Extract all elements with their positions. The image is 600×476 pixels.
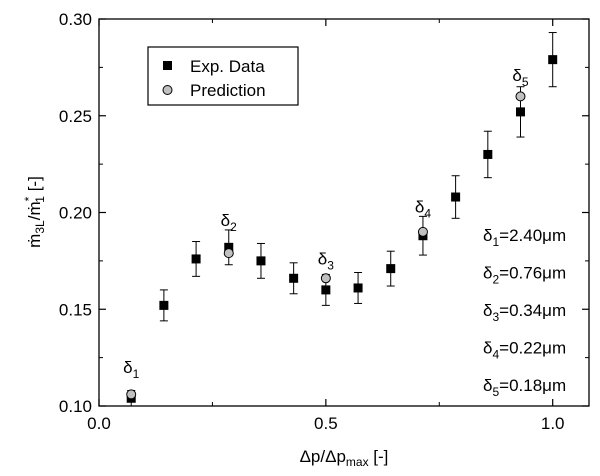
prediction-point (223, 248, 234, 259)
exp-data-point (256, 256, 266, 266)
point-label-delta: δ1 (123, 358, 139, 381)
delta-annotation: δ2=0.76μm (483, 264, 566, 287)
x-axis-label: Δp/Δpmax [-] (300, 447, 389, 469)
prediction-point (417, 226, 428, 237)
y-tick-label: 0.30 (59, 10, 92, 29)
y-tick-label: 0.15 (59, 300, 92, 319)
delta-annotations: δ1=2.40μm δ2=0.76μm δ3=0.34μm δ4=0.22μm δ5=0… (483, 226, 566, 399)
y-tick-label: 0.10 (59, 397, 92, 416)
delta-annotation: δ4=0.22μm (483, 339, 566, 362)
exp-data-point (289, 273, 299, 283)
delta-annotation: δ5=0.18μm (483, 376, 566, 399)
legend-marker-prediction (162, 85, 173, 95)
legend: Exp. Data Prediction (147, 46, 299, 106)
x-tick-label: 0.0 (87, 414, 111, 433)
x-tick-label: 0.5 (314, 414, 338, 433)
y-axis-label: ṁ3L/ṁ*1 [-] (22, 176, 47, 248)
exp-data-point (191, 254, 201, 264)
legend-box (147, 46, 299, 106)
axis-ticks (98, 18, 589, 407)
y-tick-label: 0.25 (59, 107, 92, 126)
exp-data-point (159, 300, 169, 310)
legend-marker-exp-data (163, 61, 172, 70)
exp-data-point (386, 264, 396, 274)
prediction-points (126, 91, 526, 400)
y-tick-labels: 0.10 0.15 0.20 0.25 0.30 (59, 10, 92, 416)
legend-label-exp-data: Exp. Data (190, 57, 265, 76)
exp-data-point (353, 283, 363, 293)
x-tick-labels: 0.0 0.5 1.0 (87, 414, 564, 433)
y-tick-label: 0.20 (59, 204, 92, 223)
prediction-point (126, 389, 137, 400)
delta-annotation: δ1=2.40μm (483, 226, 566, 249)
delta-annotation: δ3=0.34μm (483, 301, 566, 324)
prediction-point (515, 91, 526, 102)
exp-data-point (548, 55, 558, 65)
legend-label-prediction: Prediction (190, 81, 266, 100)
point-label-delta: δ5 (512, 66, 528, 89)
point-label-delta: δ3 (318, 250, 334, 273)
x-tick-label: 1.0 (541, 414, 565, 433)
exp-data-point (451, 192, 461, 202)
exp-data-point (515, 107, 525, 117)
exp-data-point (224, 242, 234, 252)
exp-data-point (483, 149, 493, 159)
exp-data-points (126, 55, 558, 403)
exp-data-point (321, 285, 331, 295)
prediction-point (320, 273, 331, 284)
